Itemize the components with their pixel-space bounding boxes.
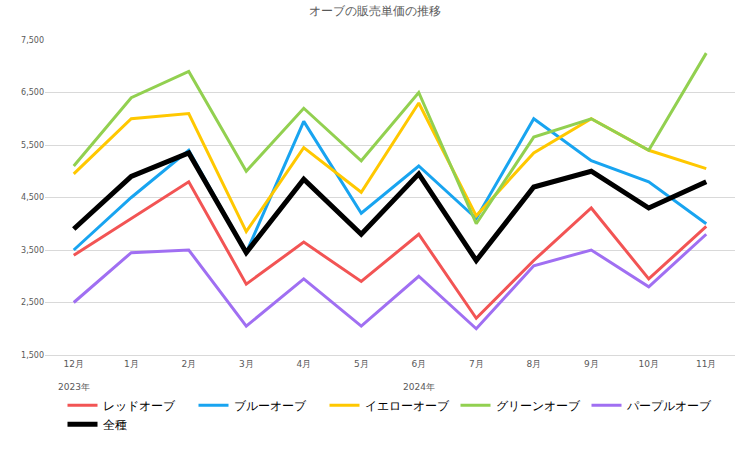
svg-text:3,500: 3,500	[21, 246, 44, 255]
svg-text:グリーンオーブ: グリーンオーブ	[496, 399, 581, 413]
svg-text:5月: 5月	[354, 359, 369, 369]
svg-text:レッドオーブ: レッドオーブ	[103, 399, 176, 413]
svg-text:6,500: 6,500	[21, 88, 44, 97]
svg-text:2023年: 2023年	[58, 382, 90, 392]
svg-text:11月: 11月	[696, 359, 716, 369]
svg-text:2024年: 2024年	[403, 382, 435, 392]
svg-text:パープルオーブ: パープルオーブ	[626, 399, 712, 413]
svg-text:4,500: 4,500	[21, 193, 44, 202]
svg-text:3月: 3月	[239, 359, 254, 369]
svg-text:2月: 2月	[181, 359, 196, 369]
svg-text:12月: 12月	[64, 359, 84, 369]
svg-text:8月: 8月	[526, 359, 541, 369]
svg-text:5,500: 5,500	[21, 141, 44, 150]
svg-text:6月: 6月	[411, 359, 426, 369]
svg-text:1,500: 1,500	[21, 351, 44, 360]
svg-text:ブルーオーブ: ブルーオーブ	[234, 399, 307, 413]
svg-text:4月: 4月	[296, 359, 311, 369]
svg-text:1月: 1月	[124, 359, 139, 369]
svg-text:2,500: 2,500	[21, 298, 44, 307]
svg-text:全種: 全種	[103, 418, 127, 432]
svg-text:7月: 7月	[469, 359, 484, 369]
svg-text:オーブの販売単価の推移: オーブの販売単価の推移	[309, 4, 441, 18]
svg-text:イエローオーブ: イエローオーブ	[365, 399, 450, 413]
svg-text:9月: 9月	[584, 359, 599, 369]
svg-text:10月: 10月	[639, 359, 659, 369]
svg-text:7,500: 7,500	[21, 36, 44, 45]
